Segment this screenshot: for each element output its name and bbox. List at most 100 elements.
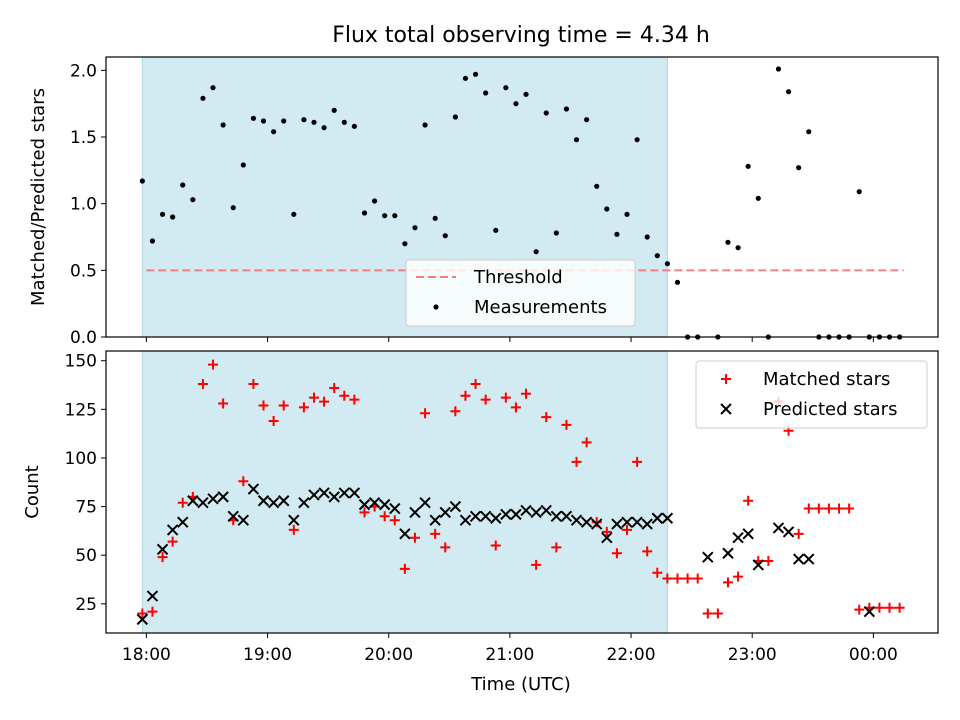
measurement-point	[493, 227, 499, 233]
matched-star-point	[571, 456, 582, 467]
matched-star-point	[349, 394, 360, 405]
predicted-star-point	[772, 522, 785, 534]
predicted-star-point	[449, 500, 462, 513]
measurement-point	[462, 75, 469, 81]
matched-star-point	[197, 379, 208, 390]
matched-star-point	[157, 552, 168, 563]
matched-star-point	[177, 497, 188, 508]
matched-star-point	[440, 542, 451, 553]
matched-star-point	[248, 379, 259, 390]
predicted-star-point	[146, 590, 159, 602]
matched-star-point	[309, 392, 319, 403]
predicted-star-point	[792, 553, 805, 565]
y-tick-label: 100	[65, 449, 97, 469]
matched-star-point	[298, 402, 309, 413]
matched-star-point	[137, 608, 148, 619]
measurement-point	[755, 195, 761, 201]
matched-star-point	[339, 390, 350, 401]
matched-star-point	[854, 604, 865, 615]
matched-star-point	[531, 559, 542, 570]
matched-star-point	[329, 382, 340, 393]
matched-star-point	[622, 524, 633, 535]
measurement-point	[371, 198, 378, 204]
measurement-point	[745, 163, 751, 169]
matched-star-point	[399, 563, 410, 574]
measurement-point	[311, 119, 317, 125]
predicted-star-point	[490, 512, 502, 524]
x-tick-label: 00:00	[849, 645, 898, 665]
y-tick-label: 125	[65, 400, 97, 420]
measurement-point	[200, 95, 206, 101]
y-tick-label: 2.0	[70, 61, 97, 81]
x-tick-label: 23:00	[728, 645, 777, 665]
predicted-star-point	[540, 504, 552, 517]
matched-star-point	[823, 503, 834, 514]
x-tick-label: 22:00	[607, 645, 656, 665]
matched-star-point	[733, 571, 744, 582]
predicted-star-point	[257, 495, 270, 507]
predicted-star-point	[217, 491, 229, 503]
predicted-star-point	[288, 514, 300, 526]
measurement-point	[240, 162, 246, 168]
measurement-point	[159, 211, 166, 217]
measurement-point	[513, 101, 519, 107]
matched-star-point	[147, 606, 158, 617]
x-tick-label: 20:00	[364, 645, 413, 665]
measurement-point	[210, 85, 216, 91]
measurement-point	[533, 249, 539, 255]
predicted-star-point	[237, 514, 250, 526]
predicted-star-point	[318, 487, 330, 499]
measurement-point	[543, 110, 549, 116]
matched-star-point	[500, 392, 511, 403]
matched-star-point	[218, 398, 229, 409]
measurement-point	[775, 66, 782, 72]
legend-box	[695, 360, 928, 429]
measurement-point	[735, 245, 741, 251]
measurement-point	[624, 211, 630, 217]
matched-star-point	[884, 602, 895, 613]
measurement-point	[483, 90, 489, 96]
matched-star-point	[551, 542, 562, 553]
matched-star-point	[722, 577, 733, 588]
predicted-star-point	[429, 514, 441, 526]
measurement-point	[573, 137, 580, 143]
matched-star-point	[521, 388, 532, 399]
x-tick-label: 21:00	[485, 645, 534, 665]
measurement-point	[149, 238, 156, 244]
axes-frame	[105, 56, 939, 338]
top-ylabel: Matched/Predicted stars	[28, 88, 49, 306]
predicted-star-point	[399, 528, 411, 540]
y-tick-label: 1.5	[70, 128, 97, 148]
predicted-star-point	[338, 487, 350, 499]
matched-star-point	[682, 573, 693, 584]
predicted-star-point	[389, 502, 401, 515]
matched-star-point	[379, 511, 390, 522]
predicted-star-point	[469, 510, 482, 523]
predicted-star-point	[267, 496, 280, 509]
matched-star-point	[844, 503, 855, 514]
matched-star-point	[480, 394, 491, 405]
predicted-star-point	[166, 524, 179, 536]
matched-star-point	[712, 608, 723, 619]
predicted-star-point	[187, 495, 199, 507]
measurement-point	[230, 205, 236, 211]
matched-star-point	[319, 396, 330, 407]
matched-star-point	[541, 412, 552, 423]
measurement-point	[604, 206, 610, 212]
predicted-star-point	[439, 506, 451, 519]
x-tick-label: 19:00	[243, 645, 292, 665]
y-tick-label: 0.5	[70, 261, 97, 281]
measurement-point	[291, 211, 297, 217]
measurement-point	[796, 165, 802, 171]
predicted-star-point	[661, 512, 674, 524]
predicted-star-point	[500, 508, 512, 521]
predicted-star-point	[570, 514, 583, 526]
y-tick-label: 25	[75, 595, 97, 615]
predicted-star-point	[520, 504, 532, 517]
measurement-point	[392, 213, 398, 219]
matched-star-point	[490, 540, 501, 551]
predicted-star-point	[591, 518, 603, 530]
x-tick-label: 18:00	[122, 645, 171, 665]
measurement-point	[351, 123, 357, 129]
measurement-point	[503, 85, 509, 91]
